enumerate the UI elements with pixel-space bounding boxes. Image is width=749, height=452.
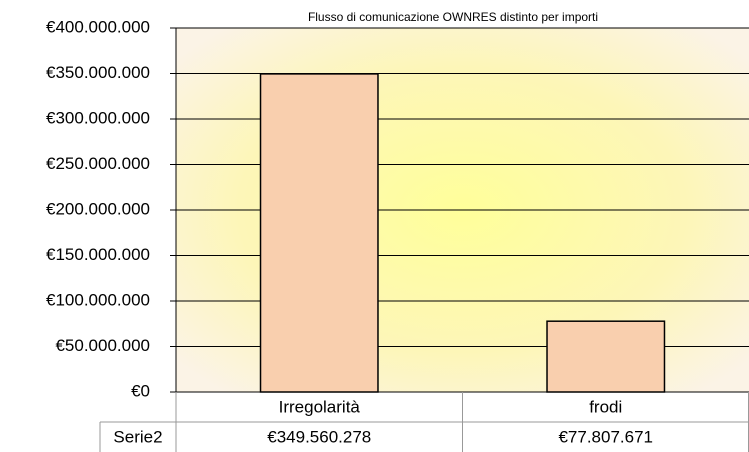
y-tick-label: €300.000.000 [46, 108, 150, 127]
y-tick-label: €150.000.000 [46, 245, 150, 264]
y-tick-label: €50.000.000 [55, 336, 150, 355]
x-tick-label: frodi [589, 397, 622, 416]
data-label: €349.560.278 [267, 427, 371, 446]
y-tick-label: €350.000.000 [46, 63, 150, 82]
bar [259, 73, 379, 393]
y-tick-label: €250.000.000 [46, 154, 150, 173]
chart-title: Flusso di comunicazione OWNRES distinto … [308, 10, 598, 24]
y-tick-label: €400.000.000 [46, 17, 150, 36]
x-tick-label: Irregolarità [279, 397, 361, 416]
y-tick-label: €0 [131, 381, 150, 400]
y-tick-label: €200.000.000 [46, 199, 150, 218]
data-label: €77.807.671 [558, 427, 653, 446]
y-tick-label: €100.000.000 [46, 290, 150, 309]
bar [546, 320, 666, 393]
legend-label: Serie2 [113, 427, 162, 446]
